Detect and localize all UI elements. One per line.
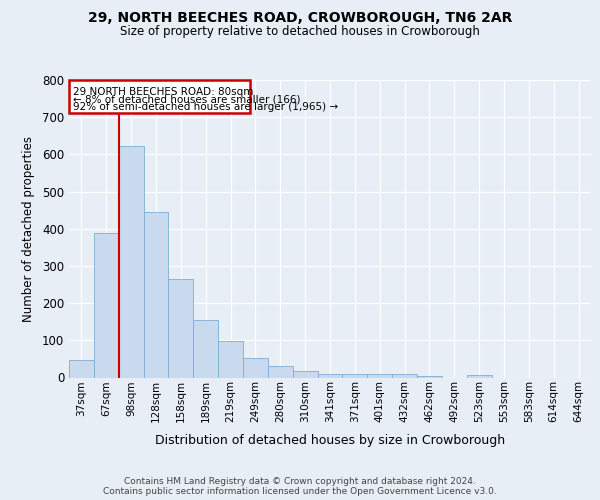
Text: ← 8% of detached houses are smaller (166): ← 8% of detached houses are smaller (166… <box>73 95 300 105</box>
Bar <box>218 341 243 378</box>
X-axis label: Distribution of detached houses by size in Crowborough: Distribution of detached houses by size … <box>155 434 505 446</box>
Bar <box>467 375 491 378</box>
Bar <box>69 360 94 378</box>
Text: 29, NORTH BEECHES ROAD, CROWBOROUGH, TN6 2AR: 29, NORTH BEECHES ROAD, CROWBOROUGH, TN6… <box>88 11 512 25</box>
Bar <box>169 279 193 378</box>
Bar <box>293 371 317 378</box>
Text: 29 NORTH BEECHES ROAD: 80sqm: 29 NORTH BEECHES ROAD: 80sqm <box>73 86 253 97</box>
Bar <box>193 320 218 378</box>
Bar <box>367 374 392 378</box>
Bar <box>417 376 442 378</box>
FancyBboxPatch shape <box>69 80 250 114</box>
Y-axis label: Number of detached properties: Number of detached properties <box>22 136 35 322</box>
Text: Contains HM Land Registry data © Crown copyright and database right 2024.
Contai: Contains HM Land Registry data © Crown c… <box>103 476 497 496</box>
Bar <box>343 374 367 378</box>
Text: Size of property relative to detached houses in Crowborough: Size of property relative to detached ho… <box>120 25 480 38</box>
Bar <box>317 374 343 378</box>
Bar <box>143 212 169 378</box>
Bar <box>94 233 119 378</box>
Text: 92% of semi-detached houses are larger (1,965) →: 92% of semi-detached houses are larger (… <box>73 102 338 113</box>
Bar <box>243 358 268 378</box>
Bar <box>268 366 293 378</box>
Bar <box>119 146 143 378</box>
Bar <box>392 374 417 378</box>
